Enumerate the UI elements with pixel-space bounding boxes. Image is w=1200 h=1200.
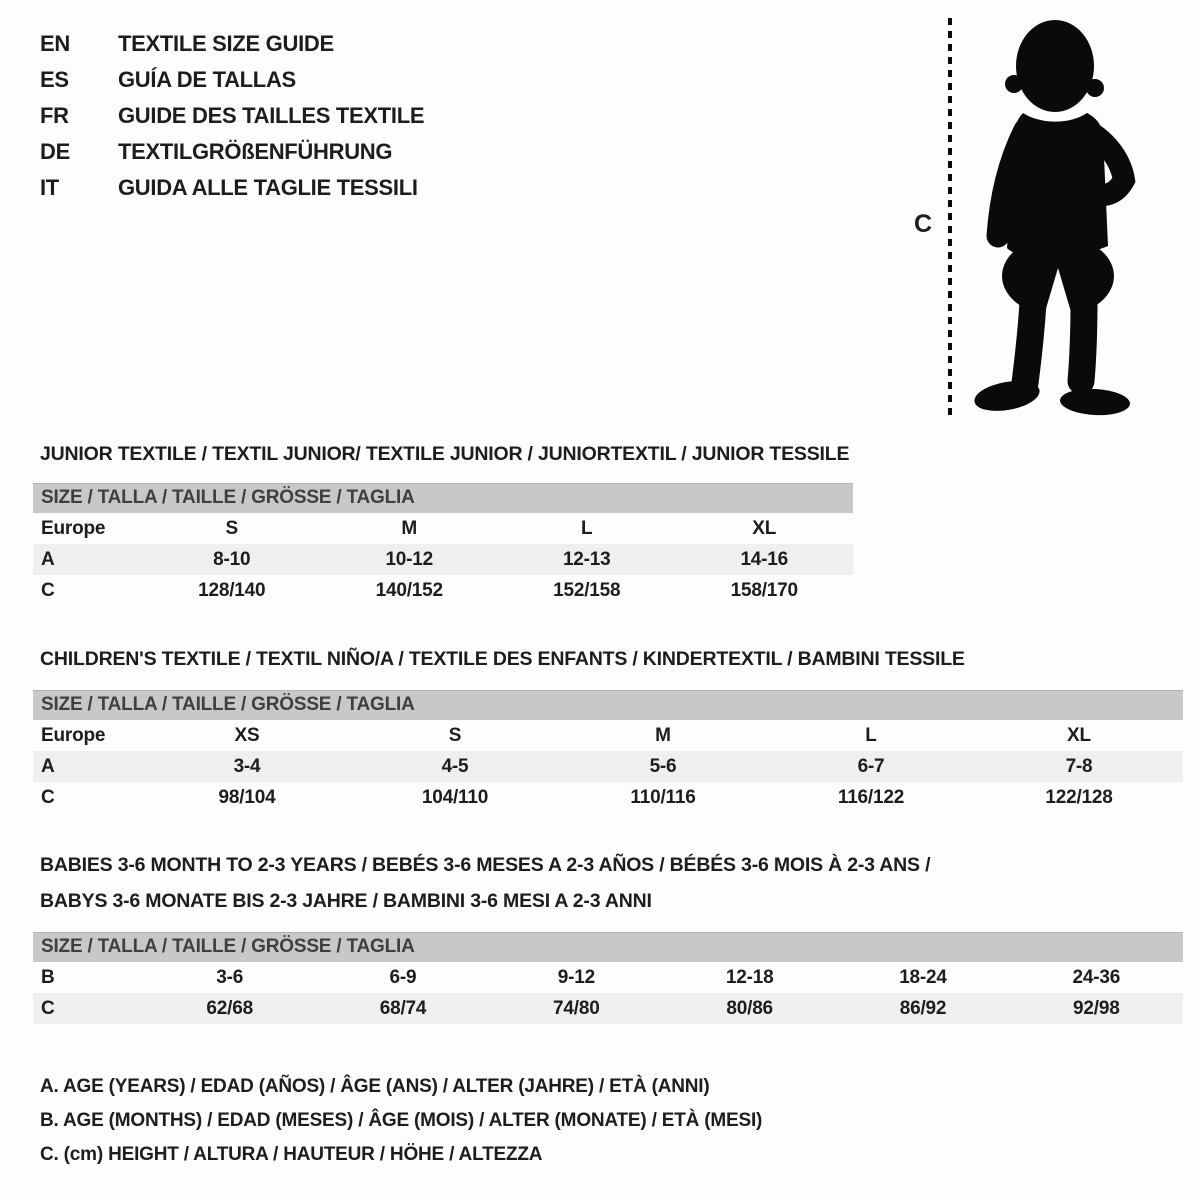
table-cell: 3-6 [216,967,244,988]
table-cell: 24-36 [1072,967,1121,988]
table-cell: 62/68 [206,998,253,1019]
row-label: A [41,549,55,570]
table-cell: 7-8 [1065,756,1093,777]
height-measure-label: C [914,210,933,238]
section-title-children: CHILDREN'S TEXTILE / TEXTIL NIÑO/A / TEX… [40,648,965,670]
table-cell: 12-13 [562,549,611,570]
language-code: DE [40,139,70,164]
language-row-fr: FR GUIDE DES TAILLES TEXTILE [40,98,425,134]
legend-line-age-months: B. AGE (MONTHS) / EDAD (MESES) / ÂGE (MO… [40,1110,763,1131]
children-size-table: Europe XS S M L XL A 3-4 4-5 5-6 6-7 7-8 C 98/104 104/… [33,720,1183,813]
baby-silhouette [974,20,1136,416]
baby-figure: C [898,8,1200,438]
language-title: GUIDE DES TAILLES TEXTILE [118,103,425,128]
section-title-babies-line1: BABIES 3-6 MONTH TO 2-3 YEARS / BEBÉS 3-… [40,854,931,876]
table-row: A 8-10 10-12 12-13 14-16 [33,544,853,575]
table-cell: 9-12 [557,967,595,988]
legend: A. AGE (YEARS) / EDAD (AÑOS) / ÂGE (ANS)… [40,1070,762,1172]
row-label: C [41,998,55,1019]
table-cell: S [448,725,462,746]
babies-size-table: B 3-6 6-9 9-12 12-18 18-24 24-36 C 62/68 68/74 74/… [33,962,1183,1024]
language-code: IT [40,175,59,200]
table-row: B 3-6 6-9 9-12 12-18 18-24 24-36 [33,962,1183,993]
table-cell: 80/86 [726,998,773,1019]
table-cell: 6-9 [389,967,417,988]
table-cell: 92/98 [1073,998,1120,1019]
language-code: ES [40,67,69,92]
language-title: GUÍA DE TALLAS [118,67,296,92]
table-cell: S [225,518,239,539]
table-cell: 110/116 [630,787,696,808]
table-cell: M [655,725,671,746]
table-cell: 18-24 [899,967,947,988]
table-cell: 3-4 [233,756,261,777]
table-cell: 74/80 [553,998,600,1019]
table-cell: 68/74 [379,998,427,1019]
table-row: C 62/68 68/74 74/80 80/86 86/92 92/98 [33,993,1183,1024]
size-header-bar: SIZE / TALLA / TAILLE / GRÖSSE / TAGLIA [33,932,1183,962]
table-row: C 128/140 140/152 152/158 158/170 [33,575,853,606]
language-row-de: DE TEXTILGRÖßENFÜHRUNG [40,134,424,170]
row-label: Europe [41,725,106,746]
language-row-es: ES GUÍA DE TALLAS [40,62,424,98]
row-label: C [41,580,55,601]
row-label: A [41,756,55,777]
section-title-junior: JUNIOR TEXTILE / TEXTIL JUNIOR/ TEXTILE … [40,443,850,465]
table-cell: 4-5 [441,756,469,777]
table-row: C 98/104 104/110 110/116 116/122 122/128 [33,782,1183,813]
size-header-bar: SIZE / TALLA / TAILLE / GRÖSSE / TAGLIA [33,483,853,513]
size-header-label: SIZE / TALLA / TAILLE / GRÖSSE / TAGLIA [41,936,415,957]
table-row: Europe XS S M L XL [33,720,1183,751]
table-cell: 12-18 [725,967,774,988]
junior-size-table: Europe S M L XL A 8-10 10-12 12-13 14-16 C 128/140 1… [33,513,853,606]
table-cell: 158/170 [730,580,798,601]
table-row: Europe S M L XL [33,513,853,544]
table-cell: XL [752,518,777,539]
table-row: A 3-4 4-5 5-6 6-7 7-8 [33,751,1183,782]
language-code: FR [40,103,69,128]
table-cell: 5-6 [649,756,677,777]
table-cell: 8-10 [213,549,251,570]
table-cell: 98/104 [218,787,276,808]
section-title-babies-line2: BABYS 3-6 MONATE BIS 2-3 JAHRE / BAMBINI… [40,890,652,912]
table-cell: 152/158 [553,580,621,601]
table-cell: XS [234,725,260,746]
table-cell: 14-16 [740,549,789,570]
legend-line-height: C. (cm) HEIGHT / ALTURA / HAUTEUR / HÖHE… [40,1144,543,1165]
size-header-label: SIZE / TALLA / TAILLE / GRÖSSE / TAGLIA [41,694,415,715]
size-header-label: SIZE / TALLA / TAILLE / GRÖSSE / TAGLIA [41,487,415,508]
size-header-bar: SIZE / TALLA / TAILLE / GRÖSSE / TAGLIA [33,690,1183,720]
language-header: EN TEXTILE SIZE GUIDE ES GUÍA DE TALLAS … [40,26,425,206]
language-title: TEXTILGRÖßENFÜHRUNG [118,139,393,164]
table-cell: 128/140 [198,580,266,601]
baby-silhouette-graphic [948,18,1136,418]
language-row-en: EN TEXTILE SIZE GUIDE [40,26,424,62]
row-label: Europe [41,518,106,539]
table-cell: 116/122 [837,787,905,808]
table-cell: 104/110 [421,787,489,808]
row-label: B [41,967,55,988]
row-label: C [41,787,55,808]
table-cell: 122/128 [1045,787,1113,808]
table-cell: L [581,518,593,539]
language-title: TEXTILE SIZE GUIDE [118,31,334,56]
language-title: GUIDA ALLE TAGLIE TESSILI [118,175,418,200]
language-row-it: IT GUIDA ALLE TAGLIE TESSILI [40,170,424,206]
table-cell: L [865,725,877,746]
table-cell: 10-12 [385,549,434,570]
table-cell: 140/152 [375,580,443,601]
table-cell: XL [1067,725,1091,746]
language-code: EN [40,31,70,56]
table-cell: 86/92 [899,998,947,1019]
legend-line-age-years: A. AGE (YEARS) / EDAD (AÑOS) / ÂGE (ANS)… [40,1076,710,1097]
table-cell: 6-7 [857,756,885,777]
table-cell: M [401,518,418,539]
